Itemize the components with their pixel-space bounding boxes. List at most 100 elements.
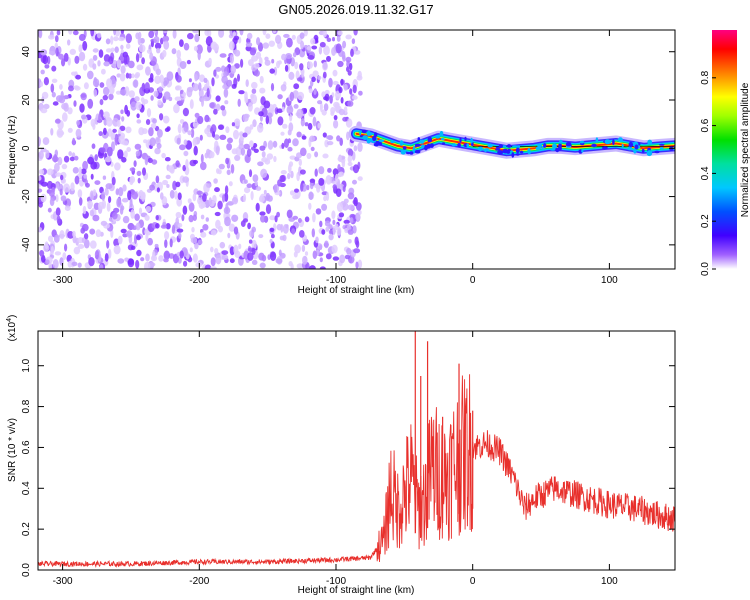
noise-blob xyxy=(208,57,212,66)
signal-speck xyxy=(409,151,414,155)
noise-blob xyxy=(355,213,361,221)
noise-blob xyxy=(154,243,159,248)
noise-blob xyxy=(133,160,137,168)
noise-blob xyxy=(270,83,275,92)
noise-blob xyxy=(112,128,117,133)
noise-blob xyxy=(290,263,294,269)
noise-blob xyxy=(74,175,80,185)
snr-x-tick-label: 100 xyxy=(601,576,618,587)
noise-blob xyxy=(347,100,354,107)
noise-blob xyxy=(50,83,55,93)
noise-blob xyxy=(192,30,200,34)
noise-blob xyxy=(276,211,280,218)
noise-blob xyxy=(260,168,268,178)
signal-speck xyxy=(634,144,639,150)
noise-blob xyxy=(48,51,56,55)
noise-blob xyxy=(176,49,181,60)
noise-blob xyxy=(99,264,104,269)
noise-blob xyxy=(89,228,96,235)
noise-blob xyxy=(224,192,229,202)
noise-blob xyxy=(40,108,48,114)
noise-blob xyxy=(347,229,354,235)
noise-blob xyxy=(47,207,52,213)
noise-blob xyxy=(247,102,253,112)
colorbar-tick-label: 0.8 xyxy=(700,70,711,84)
noise-blob xyxy=(156,187,160,193)
noise-blob xyxy=(249,140,254,148)
noise-blob xyxy=(350,48,354,57)
noise-blob xyxy=(205,36,213,47)
noise-blob xyxy=(182,164,186,172)
noise-blob xyxy=(121,156,127,163)
noise-blob xyxy=(215,66,222,72)
noise-blob xyxy=(226,143,233,151)
noise-blob xyxy=(316,243,323,250)
noise-blob xyxy=(149,73,154,81)
noise-blob xyxy=(135,53,140,63)
noise-blob xyxy=(133,79,139,88)
noise-blob xyxy=(268,40,275,47)
noise-blob xyxy=(106,202,111,212)
noise-blob xyxy=(200,161,207,171)
noise-blob xyxy=(187,32,194,40)
noise-blob xyxy=(339,254,346,264)
signal-speck xyxy=(658,143,665,146)
noise-blob xyxy=(165,223,171,230)
noise-blob xyxy=(99,99,104,106)
noise-blob xyxy=(244,187,251,194)
noise-blob xyxy=(271,58,275,64)
noise-blob xyxy=(250,93,255,99)
noise-blob xyxy=(261,157,268,163)
noise-blob xyxy=(59,84,63,90)
noise-blob xyxy=(162,49,167,58)
noise-blob xyxy=(125,126,132,134)
signal-speck xyxy=(441,142,446,145)
noise-blob xyxy=(227,137,233,144)
noise-blob xyxy=(194,33,200,43)
noise-blob xyxy=(266,153,274,160)
noise-blob xyxy=(265,33,271,39)
noise-blob xyxy=(118,187,124,197)
noise-blob xyxy=(258,234,264,239)
noise-blob xyxy=(194,242,199,250)
signal-speck xyxy=(362,135,368,141)
noise-blob xyxy=(179,39,184,47)
noise-blob xyxy=(50,128,54,136)
noise-blob xyxy=(339,137,344,146)
signal-speck xyxy=(439,130,444,137)
noise-blob xyxy=(176,75,182,83)
noise-blob xyxy=(294,244,301,254)
signal-speck xyxy=(417,137,421,142)
noise-blob xyxy=(182,176,190,183)
noise-blob xyxy=(349,62,353,71)
noise-blob xyxy=(231,122,235,127)
signal-speck xyxy=(515,147,520,154)
noise-blob xyxy=(299,63,304,71)
noise-blob xyxy=(307,61,313,69)
noise-blob xyxy=(197,239,203,245)
noise-blob xyxy=(103,61,110,67)
noise-blob xyxy=(347,239,352,244)
noise-blob xyxy=(119,125,126,131)
noise-blob xyxy=(75,128,82,138)
noise-blob xyxy=(119,207,124,215)
noise-blob xyxy=(224,100,229,105)
signal-speck xyxy=(414,149,421,154)
noise-blob xyxy=(114,30,120,37)
noise-blob xyxy=(352,179,357,185)
noise-blob xyxy=(119,72,126,82)
noise-blob xyxy=(351,38,356,45)
noise-blob xyxy=(247,32,253,40)
noise-blob xyxy=(297,77,303,82)
noise-blob xyxy=(134,213,140,221)
noise-blob xyxy=(347,204,355,211)
noise-blob xyxy=(325,135,333,140)
noise-blob xyxy=(44,64,50,69)
noise-blob xyxy=(330,107,336,114)
noise-blob xyxy=(92,122,96,130)
noise-blob xyxy=(228,181,233,187)
noise-blob xyxy=(38,150,44,160)
noise-blob xyxy=(179,61,187,69)
noise-blob xyxy=(71,71,77,76)
signal-speck xyxy=(550,148,556,151)
